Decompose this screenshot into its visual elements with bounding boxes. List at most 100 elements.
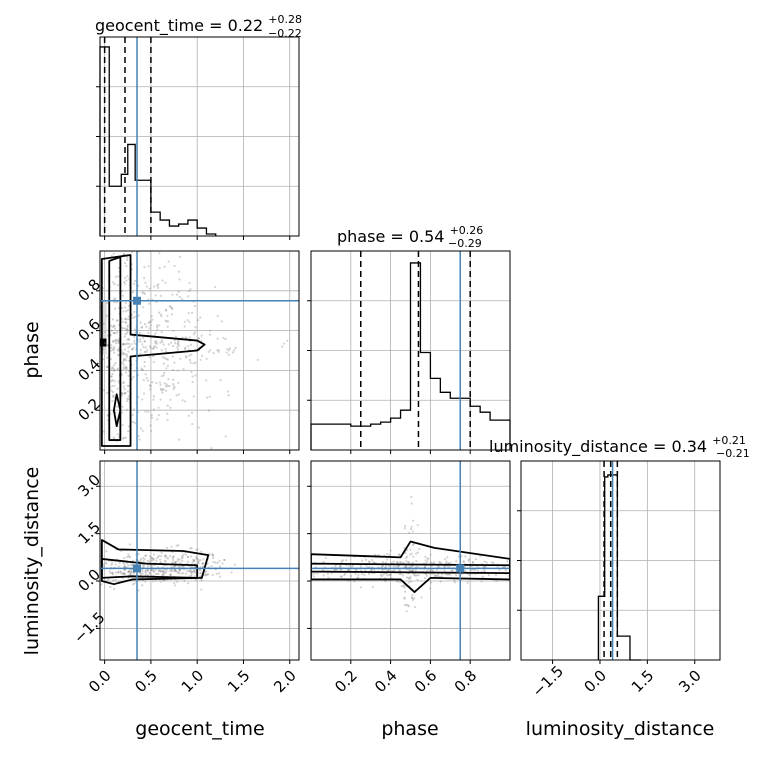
sample-point xyxy=(121,320,124,323)
sample-point xyxy=(429,553,432,556)
sample-point xyxy=(123,357,126,360)
sample-point xyxy=(386,558,389,561)
sample-point xyxy=(183,320,186,323)
sample-point xyxy=(200,579,203,582)
sample-point xyxy=(166,384,169,388)
sample-point xyxy=(141,368,144,371)
sample-point xyxy=(186,555,189,559)
sample-point xyxy=(109,571,112,575)
sample-point xyxy=(135,248,137,250)
sample-point xyxy=(144,350,147,354)
sample-point xyxy=(124,321,127,324)
sample-point xyxy=(127,395,130,398)
sample-point xyxy=(112,348,116,351)
sample-point xyxy=(193,331,196,334)
sample-point xyxy=(167,343,170,346)
sample-point xyxy=(123,388,126,391)
sample-point xyxy=(127,570,130,573)
sample-point xyxy=(449,573,452,576)
sample-point xyxy=(393,568,396,571)
sample-point xyxy=(118,561,121,564)
sample-point xyxy=(116,319,119,322)
sample-point xyxy=(156,286,160,289)
sample-point xyxy=(129,563,132,567)
sample-point xyxy=(155,559,158,563)
sample-point xyxy=(144,573,147,577)
sample-point xyxy=(125,355,129,358)
sample-point xyxy=(398,572,401,576)
sample-point xyxy=(178,569,181,572)
sample-point xyxy=(148,355,151,359)
sample-point xyxy=(114,571,118,574)
sample-point xyxy=(190,353,193,356)
sample-point xyxy=(123,306,127,309)
sample-point xyxy=(468,573,471,577)
sample-point xyxy=(192,558,195,561)
sample-point xyxy=(161,571,164,574)
x-tick-label: 0.2 xyxy=(331,666,361,696)
sample-point xyxy=(233,349,236,352)
sample-point xyxy=(198,568,201,572)
sample-point xyxy=(196,319,200,322)
sample-point xyxy=(126,275,129,278)
sample-point xyxy=(403,586,406,589)
sample-point xyxy=(115,451,117,453)
sample-point xyxy=(156,418,159,421)
sample-point xyxy=(111,325,114,329)
sample-point xyxy=(165,367,168,370)
sample-point xyxy=(407,576,410,579)
sample-point xyxy=(107,578,110,581)
sample-point xyxy=(408,577,411,580)
sample-point xyxy=(137,552,140,555)
sample-point xyxy=(116,387,119,390)
sample-point xyxy=(192,333,196,336)
sample-point xyxy=(127,555,131,558)
sample-point xyxy=(172,385,175,388)
sample-point xyxy=(102,563,105,566)
sample-point xyxy=(187,414,190,417)
sample-point xyxy=(161,356,165,359)
sample-point xyxy=(116,331,119,334)
sample-point xyxy=(186,582,190,585)
sample-point xyxy=(220,320,224,323)
sample-point xyxy=(364,569,367,572)
sample-point xyxy=(126,258,129,261)
sample-point xyxy=(146,569,149,572)
sample-point xyxy=(415,565,418,568)
sample-point xyxy=(167,378,170,381)
sample-point xyxy=(114,297,117,300)
sample-point xyxy=(119,571,122,574)
sample-point xyxy=(150,565,153,568)
sample-point xyxy=(490,561,493,564)
sample-point xyxy=(416,524,419,527)
sample-point xyxy=(177,571,180,574)
title-geocent-time-plus: +0.28 xyxy=(268,13,302,26)
sample-point xyxy=(391,561,394,564)
sample-point xyxy=(181,572,185,575)
sample-point xyxy=(166,358,169,361)
sample-point xyxy=(173,386,176,389)
sample-point xyxy=(152,557,155,561)
sample-point xyxy=(454,573,458,577)
sample-point xyxy=(156,328,159,331)
title-luminosity-distance: luminosity_distance = 0.34 +0.21 xyxy=(489,434,746,457)
sample-point xyxy=(155,381,158,385)
sample-point xyxy=(172,383,175,386)
sample-point xyxy=(144,569,147,572)
sample-point xyxy=(206,573,209,577)
sample-point xyxy=(396,580,399,583)
sample-point xyxy=(170,545,173,548)
sample-point xyxy=(428,569,432,573)
sample-point xyxy=(172,565,176,568)
sample-point xyxy=(176,339,180,342)
sample-point xyxy=(201,354,204,358)
sample-point xyxy=(138,331,142,335)
sample-point xyxy=(140,326,143,329)
sample-point xyxy=(122,253,125,256)
sample-point xyxy=(410,495,413,499)
sample-point xyxy=(157,554,160,557)
sample-point xyxy=(122,310,125,313)
sample-point xyxy=(173,569,176,572)
ylabel-luminosity-distance: luminosity_distance xyxy=(21,467,43,656)
sample-point xyxy=(102,430,105,433)
